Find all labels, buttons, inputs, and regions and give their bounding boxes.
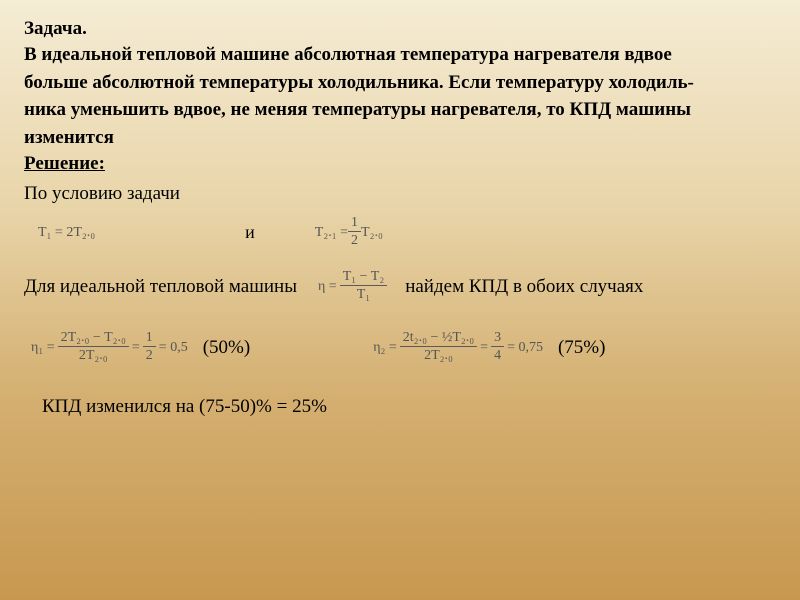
eta-frac: T₁ − T₂ T₁	[340, 269, 388, 305]
eq-t1-text: T₁ = 2T₂.₀	[38, 225, 95, 241]
solution-label: Решение:	[24, 153, 776, 175]
equation-row-1: T₁ = 2T₂.₀ и T₂.₁ = 1 2 T₂.₀	[24, 215, 776, 251]
eta-sym: η =	[318, 279, 337, 295]
eta1-left: η₁ =	[31, 340, 55, 356]
problem-line-1: В идеальной тепловой машине абсолютная т…	[24, 42, 776, 68]
eq-t21-left: T₂.₁ =	[315, 225, 348, 241]
eta2-calc: η₂ = 2t₂.₀ − ½T₂.₀ 2T₂.₀ = 3 4 = 0,75	[370, 330, 546, 366]
eta2-val: = 0,75	[507, 340, 543, 356]
percent-50: (50%)	[203, 337, 250, 359]
eq-t21-frac: 1 2	[348, 215, 361, 251]
percent-75: (75%)	[558, 337, 605, 359]
problem-line-4: изменится	[24, 125, 776, 151]
eta2-left: η₂ =	[373, 340, 397, 356]
eq-t21-num: 1	[348, 215, 361, 233]
eta2-frac1: 2t₂.₀ − ½T₂.₀ 2T₂.₀	[400, 330, 477, 366]
eta1-frac2: 1 2	[143, 330, 156, 366]
problem-title: Задача.	[24, 18, 776, 40]
result-line: КПД изменился на (75-50)% = 25%	[24, 396, 776, 418]
eta1-fden: 2	[143, 347, 156, 365]
ideal-machine-row: Для идеальной тепловой машины η = T₁ − T…	[24, 269, 776, 305]
eta2-fden: 4	[491, 347, 504, 365]
eq-t21: T₂.₁ = 1 2 T₂.₀	[315, 215, 383, 251]
eta1-calc: η₁ = 2T₂.₀ − T₂.₀ 2T₂.₀ = 1 2 = 0,5	[28, 330, 191, 366]
eta2-fnum: 3	[491, 330, 504, 348]
eta1-den1: 2T₂.₀	[58, 347, 129, 365]
eta1-num1: 2T₂.₀ − T₂.₀	[58, 330, 129, 348]
eta-num: T₁ − T₂	[340, 269, 388, 287]
problem-line-2: больше абсолютной температуры холодильни…	[24, 70, 776, 96]
eta1-val: = 0,5	[159, 340, 188, 356]
problem-line-3: ника уменьшить вдвое, не меняя температу…	[24, 97, 776, 123]
eq-t21-right: T₂.₀	[361, 225, 383, 241]
eta2-num1: 2t₂.₀ − ½T₂.₀	[400, 330, 477, 348]
eta2-frac2: 3 4	[491, 330, 504, 366]
eta1-mid: =	[132, 340, 140, 356]
eta-den: T₁	[340, 286, 388, 304]
calculation-row: η₁ = 2T₂.₀ − T₂.₀ 2T₂.₀ = 1 2 = 0,5 (50%…	[24, 330, 776, 366]
ideal-post: найдем КПД в обоих случаях	[405, 276, 643, 298]
eq-t21-den: 2	[348, 232, 361, 250]
eq-t1: T₁ = 2T₂.₀	[38, 225, 95, 241]
eta1-fnum: 1	[143, 330, 156, 348]
condition-label: По условию задачи	[24, 183, 776, 205]
ideal-pre: Для идеальной тепловой машины	[24, 276, 297, 298]
eta1-frac1: 2T₂.₀ − T₂.₀ 2T₂.₀	[58, 330, 129, 366]
eta2-den1: 2T₂.₀	[400, 347, 477, 365]
connector-and: и	[245, 222, 255, 243]
eta2-mid: =	[480, 340, 488, 356]
eta-formula: η = T₁ − T₂ T₁	[315, 269, 387, 305]
